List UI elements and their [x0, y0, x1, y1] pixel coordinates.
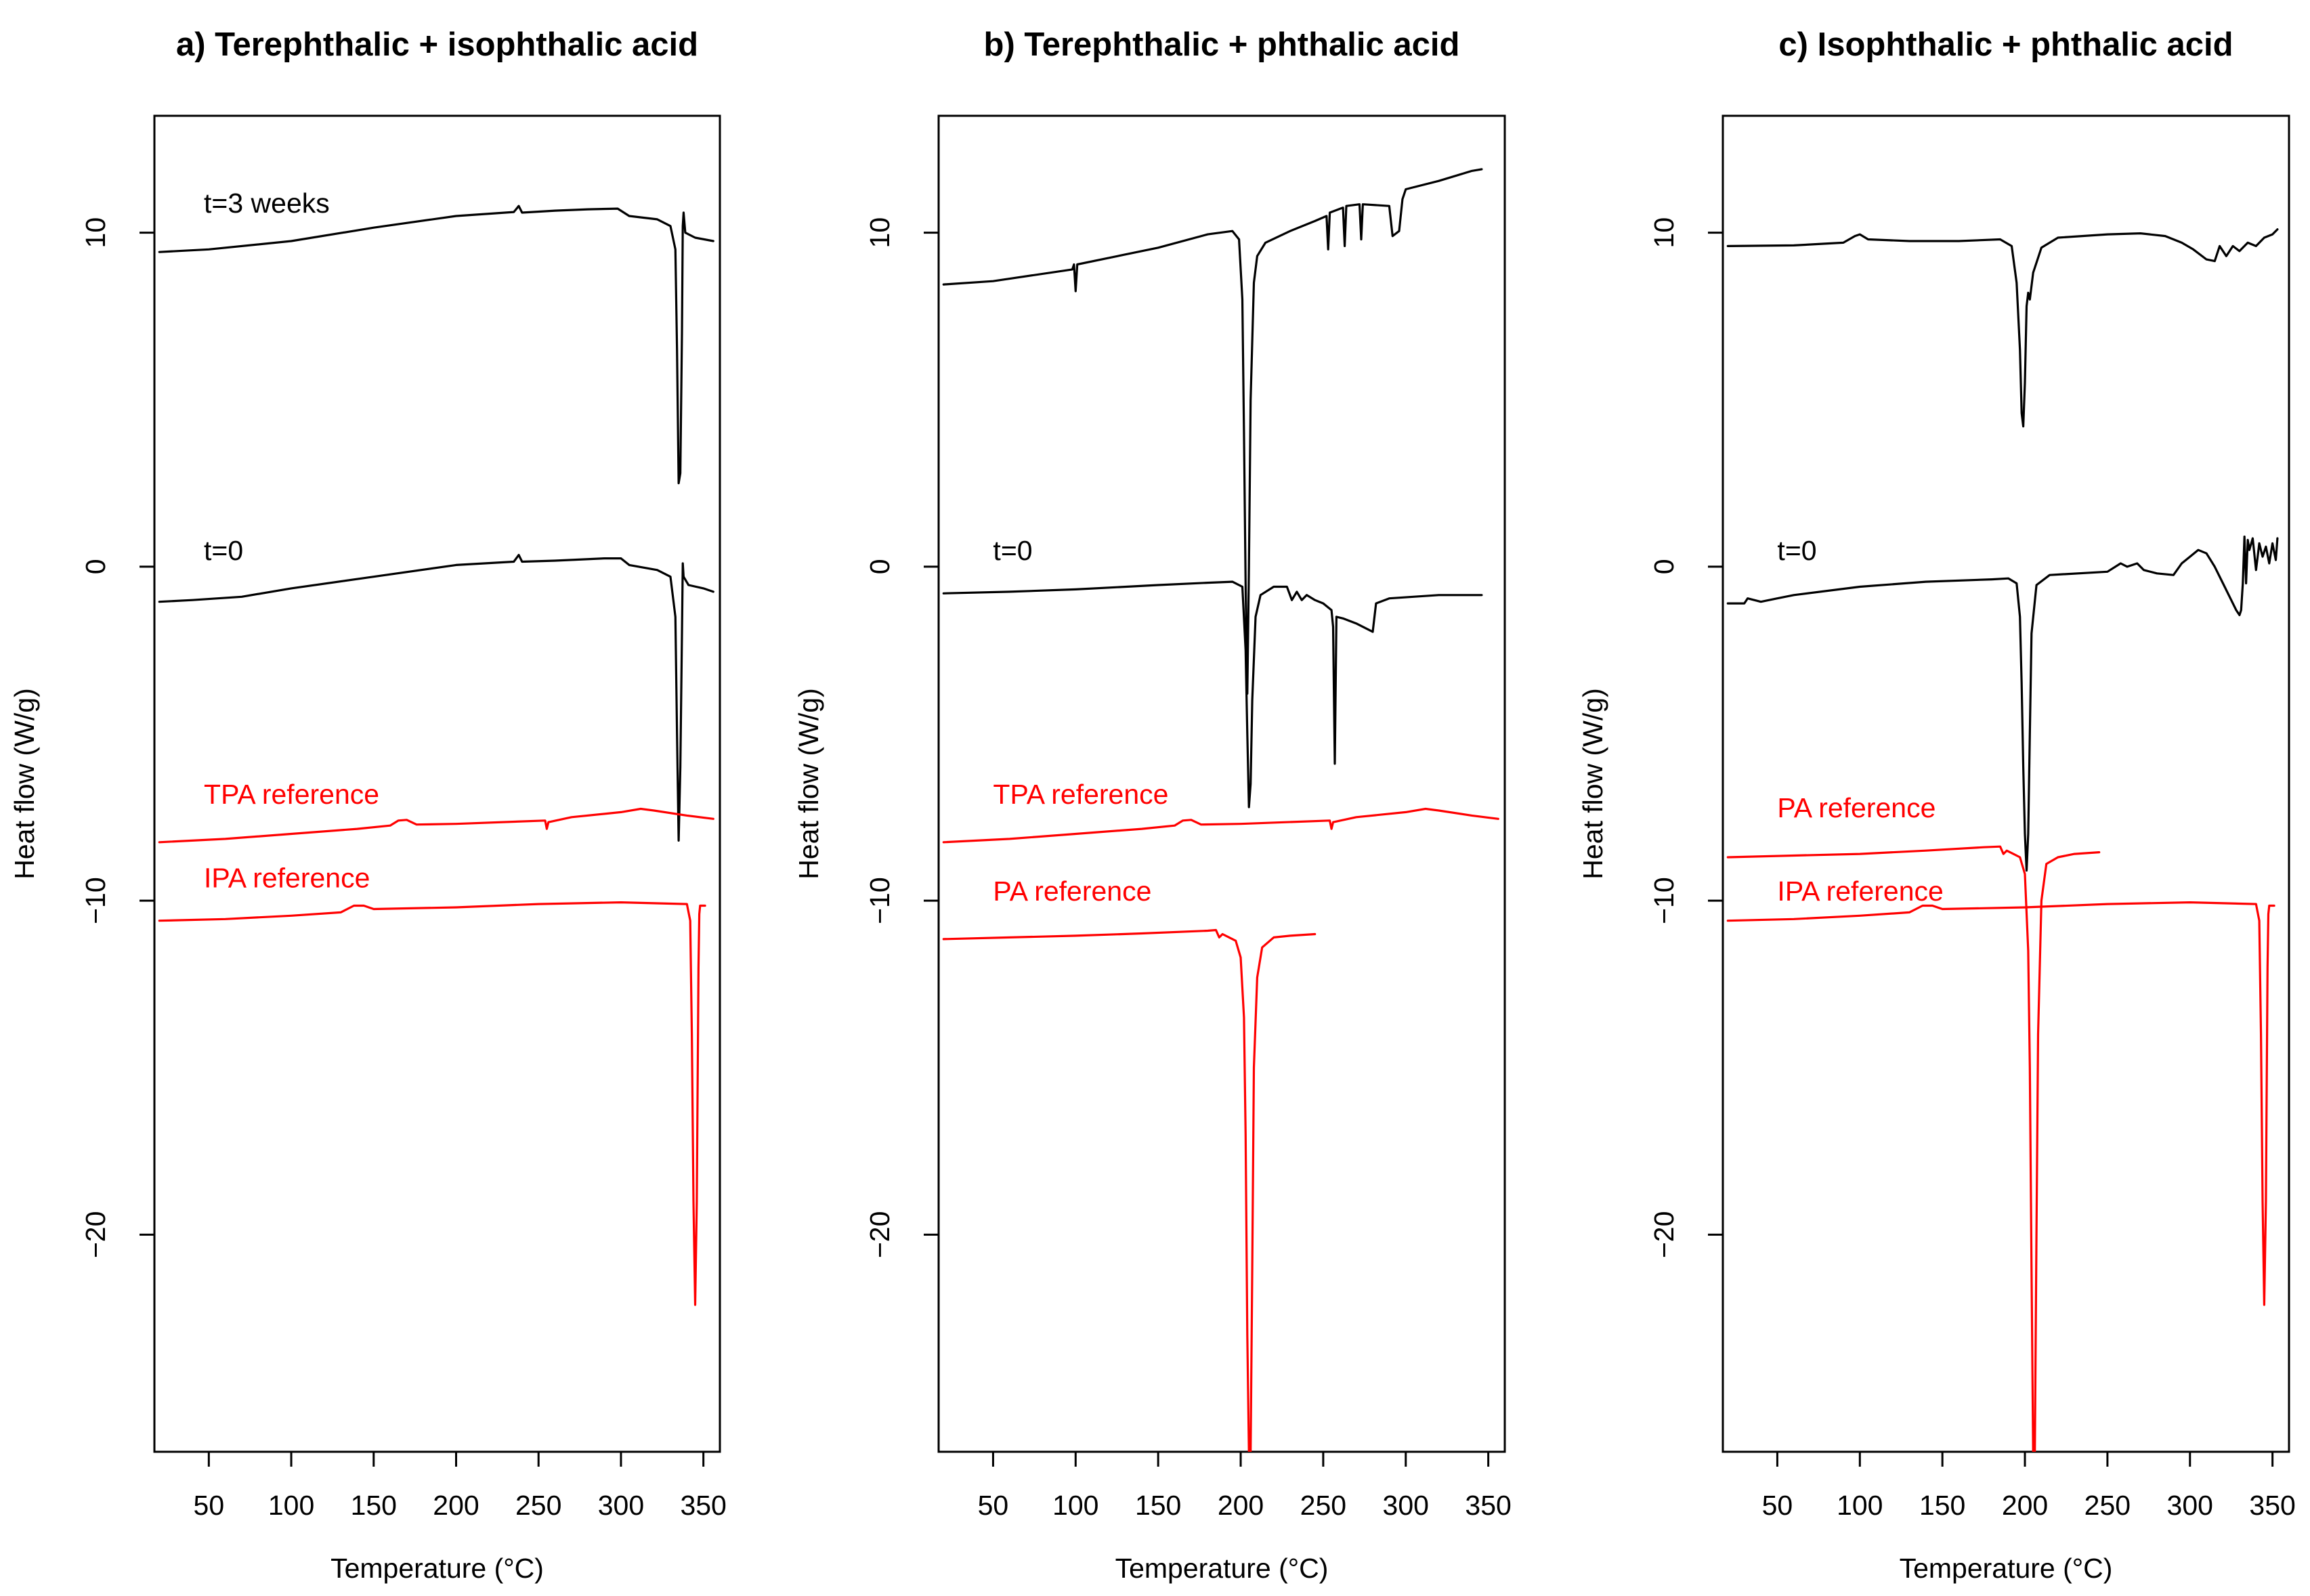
x-tick-label: 200: [433, 1490, 479, 1521]
x-tick-label: 250: [2084, 1490, 2131, 1521]
x-tick-label: 300: [598, 1490, 644, 1521]
plot-frame: [153, 114, 721, 1453]
series-label-tpa-reference: TPA reference: [204, 779, 379, 810]
y-tick-label: 10: [1648, 217, 1680, 249]
series-line-pa-reference: [942, 928, 1317, 1452]
x-tick-label: 300: [1383, 1490, 1429, 1521]
y-tick-label: 0: [1648, 559, 1680, 574]
series-line-t-0: [158, 554, 714, 842]
series-line-tpa-reference: [942, 807, 1499, 844]
series-label-t-3-weeks: t=3 weeks: [204, 188, 330, 219]
series-label-tpa-reference: TPA reference: [993, 779, 1168, 810]
series-label-t-0: t=0: [204, 535, 243, 566]
y-axis-title: Heat flow (W/g): [9, 688, 40, 880]
series-line-ipa-reference: [1726, 901, 2275, 1306]
series-label-ipa-reference: IPA reference: [204, 862, 370, 893]
series-line-upper-trace: [1726, 228, 2279, 428]
chart-title: c) Isophthalic + phthalic acid: [1778, 26, 2233, 63]
series-line-pa-reference: [1726, 845, 2101, 1452]
series-line-t-3-weeks: [158, 204, 714, 485]
x-tick-label: 200: [2002, 1490, 2048, 1521]
plot-frame: [937, 114, 1506, 1453]
y-axis-title: Heat flow (W/g): [793, 688, 824, 880]
y-tick-label: 10: [864, 217, 895, 249]
chart-title: b) Terephthalic + phthalic acid: [984, 26, 1460, 63]
y-axis-title: Heat flow (W/g): [1577, 688, 1608, 880]
x-tick-label: 150: [1135, 1490, 1181, 1521]
series-label-ipa-reference: IPA reference: [1777, 876, 1943, 907]
x-tick-label: 200: [1218, 1490, 1264, 1521]
x-axis-title: Temperature (°C): [1115, 1553, 1329, 1584]
x-axis-title: Temperature (°C): [330, 1553, 544, 1584]
x-tick-label: 150: [1919, 1490, 1965, 1521]
y-tick-label: −20: [80, 1211, 111, 1259]
x-tick-label: 50: [1762, 1490, 1793, 1521]
x-tick-label: 50: [194, 1490, 225, 1521]
series-line-tpa-reference: [158, 807, 714, 844]
x-tick-label: 250: [515, 1490, 561, 1521]
series-label-t-0: t=0: [993, 535, 1032, 566]
y-tick-label: −10: [864, 877, 895, 924]
series-label-t-0: t=0: [1777, 535, 1816, 566]
y-tick-label: 0: [864, 559, 895, 574]
x-tick-label: 350: [2249, 1490, 2295, 1521]
y-tick-label: −20: [1648, 1211, 1680, 1259]
x-tick-label: 100: [1837, 1490, 1883, 1521]
x-tick-label: 150: [351, 1490, 397, 1521]
x-tick-label: 350: [1465, 1490, 1511, 1521]
x-tick-label: 350: [680, 1490, 726, 1521]
y-tick-label: −20: [864, 1211, 895, 1259]
y-tick-label: 10: [80, 217, 111, 249]
series-line-t-0: [1726, 535, 2279, 872]
x-tick-label: 50: [978, 1490, 1009, 1521]
chart-title: a) Terephthalic + isophthalic acid: [176, 26, 698, 63]
y-tick-label: −10: [1648, 877, 1680, 924]
y-tick-label: 0: [80, 559, 111, 574]
x-axis-title: Temperature (°C): [1900, 1553, 2113, 1584]
series-label-pa-reference: PA reference: [1777, 792, 1935, 823]
x-tick-label: 100: [1052, 1490, 1098, 1521]
series-line-t-0: [942, 580, 1483, 808]
series-line-ipa-reference: [158, 901, 706, 1306]
series-label-pa-reference: PA reference: [993, 876, 1151, 907]
y-tick-label: −10: [80, 877, 111, 924]
x-tick-label: 300: [2167, 1490, 2213, 1521]
x-tick-label: 250: [1300, 1490, 1346, 1521]
x-tick-label: 100: [268, 1490, 314, 1521]
series-line-upper-trace: [942, 168, 1483, 695]
plot-frame: [1721, 114, 2290, 1453]
